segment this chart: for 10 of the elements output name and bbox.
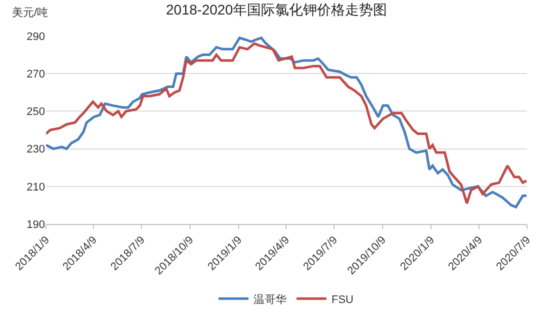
legend-label: FSU <box>332 294 354 306</box>
y-tick-label: 290 <box>26 30 45 43</box>
y-tick-label: 210 <box>26 181 45 194</box>
y-tick-label: 250 <box>26 106 45 118</box>
y-axis-title: 美元/吨 <box>12 6 48 19</box>
y-tick-label: 230 <box>26 144 45 156</box>
y-tick-label: 190 <box>26 218 45 231</box>
chart-title: 2018-2020年国际氯化钾价格走势图 <box>166 2 387 18</box>
y-tick-label: 270 <box>26 68 45 80</box>
legend-label: 温哥华 <box>254 294 286 306</box>
